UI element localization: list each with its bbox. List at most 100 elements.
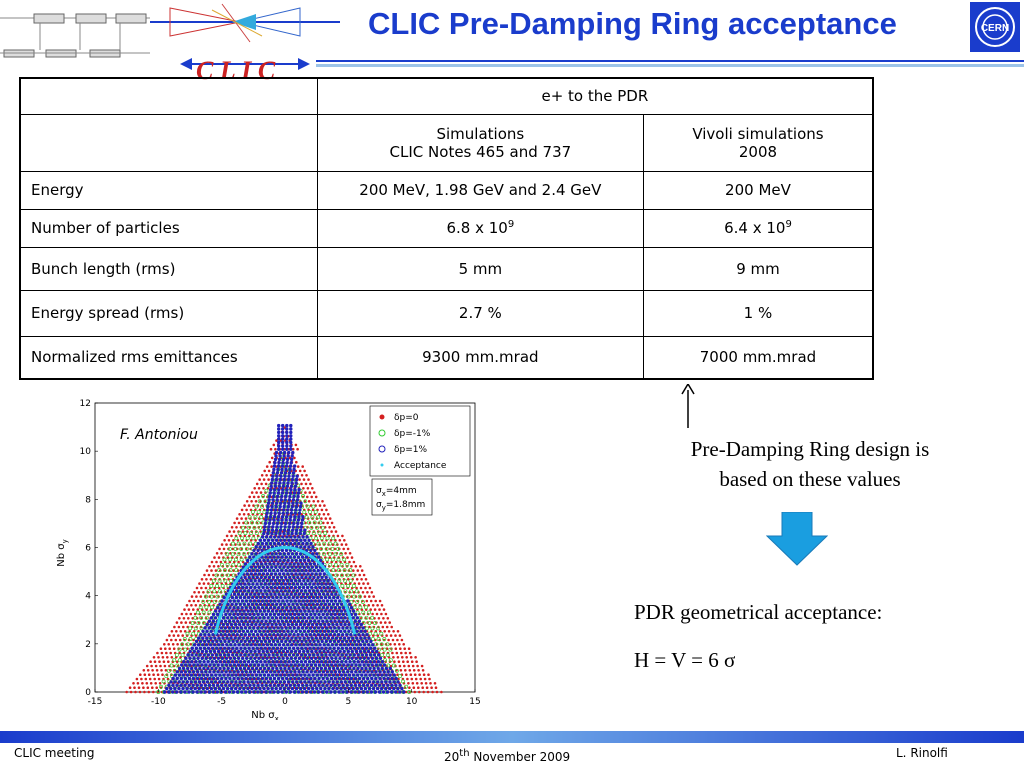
scatter-point xyxy=(299,609,303,613)
scatter-point xyxy=(249,656,253,660)
scatter-point xyxy=(304,626,309,630)
scatter-point xyxy=(287,538,291,542)
scatter-point xyxy=(396,638,399,642)
scatter-point xyxy=(305,663,309,667)
scatter-point xyxy=(301,541,305,546)
scatter-point xyxy=(232,599,236,603)
scatter-point xyxy=(274,504,278,509)
scatter-point xyxy=(394,634,397,637)
scatter-point xyxy=(300,690,305,694)
scatter-point xyxy=(276,541,281,546)
scatter-point xyxy=(208,565,211,568)
scatter-point xyxy=(370,649,375,654)
scatter-point xyxy=(276,555,280,559)
scatter-point xyxy=(257,643,261,647)
scatter-point xyxy=(263,568,268,573)
scatter-point xyxy=(290,565,294,569)
scatter-point xyxy=(269,579,274,583)
scatter-point xyxy=(294,508,298,512)
scatter-point xyxy=(321,606,325,610)
scatter-point xyxy=(187,608,191,611)
scatter-point xyxy=(288,619,293,623)
scatter-point xyxy=(213,686,218,691)
scatter-point xyxy=(301,515,305,519)
scatter-point xyxy=(252,670,257,674)
scatter-point xyxy=(305,474,308,477)
scatter-point xyxy=(360,653,365,657)
scatter-point xyxy=(212,676,216,681)
scatter-point xyxy=(298,531,302,536)
scatter-point xyxy=(194,639,199,644)
scatter-point xyxy=(328,589,332,593)
scatter-point xyxy=(283,538,287,542)
scatter-point xyxy=(209,686,214,691)
scatter-point xyxy=(289,592,293,596)
scatter-point xyxy=(207,610,212,615)
scatter-point xyxy=(272,443,276,447)
scatter-point xyxy=(152,673,155,676)
scatter-point xyxy=(215,594,220,599)
scatter-point xyxy=(278,531,282,536)
scatter-point xyxy=(319,616,323,620)
scatter-point xyxy=(222,666,226,671)
scatter-point xyxy=(358,656,362,660)
scatter-point xyxy=(307,609,311,613)
scatter-point xyxy=(258,680,262,684)
scatter-point xyxy=(330,585,334,590)
scatter-point xyxy=(213,636,217,640)
scatter-point xyxy=(331,568,336,573)
scatter-point xyxy=(254,552,258,556)
scatter-point xyxy=(249,643,253,647)
scatter-point xyxy=(234,536,239,541)
scatter-point xyxy=(262,517,265,520)
scatter-point xyxy=(254,602,259,606)
scatter-point xyxy=(220,656,225,660)
scatter-point xyxy=(365,599,369,603)
scatter-point xyxy=(267,660,271,664)
scatter-point xyxy=(288,633,292,637)
scatter-point xyxy=(341,626,345,630)
scatter-point xyxy=(250,616,254,620)
header-line: 2008 xyxy=(738,142,778,161)
scatter-point xyxy=(386,670,390,674)
scatter-point xyxy=(205,578,208,581)
scatter-point xyxy=(179,670,184,674)
scatter-point xyxy=(215,683,220,687)
scatter-point xyxy=(312,582,316,586)
scatter-point xyxy=(268,460,271,464)
scatter-point xyxy=(307,616,311,620)
scatter-point xyxy=(280,626,284,630)
scatter-point xyxy=(244,670,248,674)
scatter-point xyxy=(323,616,327,620)
scatter-point xyxy=(344,653,348,657)
scatter-point xyxy=(311,545,315,549)
scatter-point xyxy=(240,683,244,687)
scatter-point xyxy=(287,595,291,600)
scatter-point xyxy=(235,526,238,529)
scatter-point xyxy=(323,595,328,600)
scatter-point xyxy=(257,649,261,654)
scatter-point xyxy=(362,573,366,577)
scatter-point xyxy=(264,555,268,559)
scatter-point xyxy=(343,680,347,684)
scatter-point xyxy=(193,686,197,691)
scatter-point xyxy=(299,666,303,671)
scatter-point xyxy=(316,575,320,580)
scatter-point xyxy=(183,690,187,694)
scatter-point xyxy=(267,575,272,580)
scatter-point xyxy=(272,683,276,687)
scatter-point xyxy=(258,666,263,671)
scatter-point xyxy=(288,494,292,499)
scatter-point xyxy=(260,474,264,477)
scatter-point xyxy=(202,646,207,650)
scatter-point xyxy=(209,636,213,640)
scatter-point xyxy=(316,653,320,657)
scatter-point xyxy=(301,683,305,687)
scatter-point xyxy=(391,651,394,655)
scatter-point xyxy=(236,683,240,687)
scatter-point xyxy=(239,582,243,586)
scatter-point xyxy=(190,660,194,664)
scatter-point xyxy=(339,622,343,627)
scatter-point xyxy=(182,637,187,641)
scatter-point xyxy=(353,690,357,694)
